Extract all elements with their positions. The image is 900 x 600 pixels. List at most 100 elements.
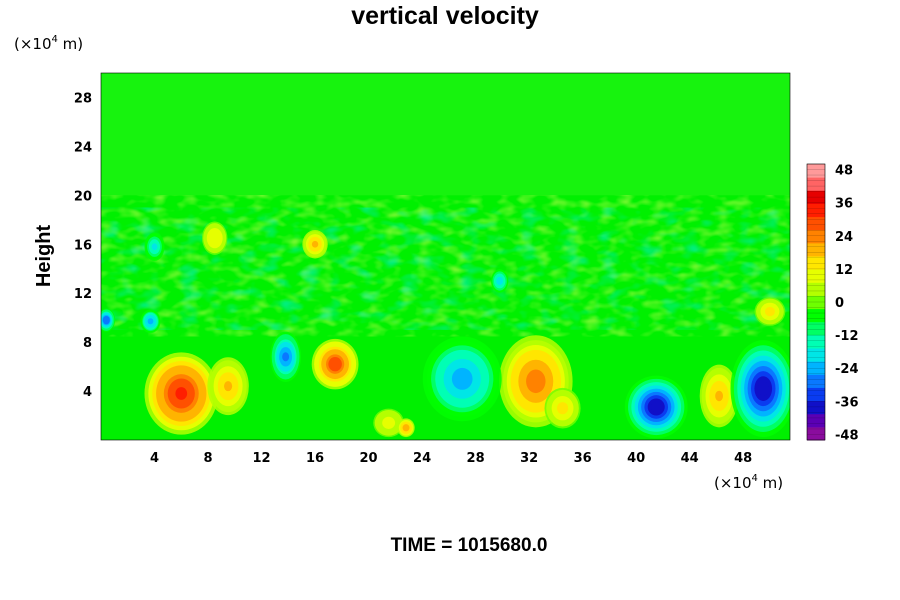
colorbar-tick-label-9: -48 (835, 428, 859, 443)
colorbar-frame (806, 163, 826, 441)
velocity-feature-10 (270, 331, 302, 383)
plot-area (101, 73, 790, 440)
feature-15-contour-9 (103, 317, 110, 324)
velocity-feature-1 (144, 352, 219, 435)
velocity-feature-3 (311, 338, 359, 390)
velocity-feature-19 (490, 269, 509, 293)
colorbar-swatch-20 (807, 177, 825, 191)
feature-5-contour-9 (558, 404, 567, 413)
feature-10-contour-9 (282, 352, 290, 362)
feature-8-contour-9 (650, 401, 662, 413)
upper-wash (101, 73, 790, 196)
x-tick-label-9: 36 (574, 451, 592, 466)
x-tick-label-10: 40 (627, 451, 645, 466)
x-tick-label-3: 12 (252, 451, 270, 466)
colorbar-swatch-17 (807, 216, 825, 231)
colorbar-swatch-10 (807, 308, 825, 323)
chart-title: vertical velocity (351, 2, 539, 30)
colorbar-swatch-9 (807, 321, 825, 336)
velocity-feature-12 (144, 232, 165, 261)
velocity-feature-16 (373, 408, 405, 438)
colorbar-tick-label-7: -24 (835, 362, 859, 377)
colorbar-swatch-21 (807, 164, 825, 178)
feature-13-contour-9 (311, 240, 319, 248)
colorbar-swatch-5 (807, 374, 825, 388)
colorbar-tick-label-5: 0 (835, 296, 844, 311)
feature-6-contour-9 (715, 390, 724, 402)
feature-9-contour-9 (757, 381, 769, 396)
colorbar-swatch-8 (807, 334, 825, 349)
colorbar-tick-label-3: 24 (835, 230, 853, 245)
colorbar-swatch-12 (807, 282, 825, 296)
colorbar-swatch-19 (807, 190, 825, 204)
x-axis-ticks: 4 8 12 16 20 24 28 32 36 40 44 48 (150, 451, 752, 466)
velocity-feature-2 (207, 357, 249, 416)
velocity-feature-14 (202, 221, 228, 255)
y-tick-label-3: 12 (74, 287, 92, 302)
x-tick-label-5: 20 (360, 451, 378, 466)
colorbar-swatch-11 (807, 295, 825, 310)
y-tick-label-6: 24 (74, 140, 92, 155)
x-tick-label-11: 44 (681, 451, 699, 466)
feature-17-contour-9 (403, 424, 409, 431)
x-tick-label-6: 24 (413, 451, 431, 466)
colorbar-swatch-13 (807, 269, 825, 283)
y-axis-unit-label: (×104 m) (14, 34, 83, 53)
feature-7-contour-9 (456, 372, 469, 386)
colorbar-swatch-15 (807, 242, 825, 257)
x-tick-label-1: 4 (150, 451, 159, 466)
velocity-feature-11 (140, 309, 161, 334)
velocity-feature-15 (101, 308, 116, 332)
velocity-feature-7 (422, 336, 502, 422)
colorbar: 48 36 24 12 0 -12 -24 -36 -48 (806, 163, 859, 443)
velocity-feature-13 (302, 230, 328, 259)
velocity-feature-18 (754, 297, 786, 326)
colorbar-swatch-1 (807, 426, 825, 441)
feature-18-contour-9 (766, 308, 774, 315)
turbulence-band (101, 195, 790, 337)
colorbar-tick-label-1: 48 (835, 164, 853, 179)
plot-frame (100, 72, 791, 441)
x-tick-label-7: 28 (467, 451, 485, 466)
colorbar-swatch-14 (807, 256, 825, 270)
x-tick-label-8: 32 (520, 451, 538, 466)
colorbar-swatch-6 (807, 361, 825, 375)
colorbar-tick-label-6: -12 (835, 329, 859, 344)
feature-1-contour-9 (175, 387, 188, 400)
feature-12-contour-9 (151, 243, 158, 251)
colorbar-swatch-7 (807, 348, 825, 362)
colorbar-tick-label-2: 36 (835, 197, 853, 212)
y-tick-label-7: 28 (74, 91, 92, 106)
colorbar-swatch-16 (807, 229, 825, 244)
feature-4-contour-9 (529, 374, 542, 389)
feature-3-contour-9 (330, 359, 340, 369)
y-tick-label-1: 4 (83, 385, 92, 400)
time-annotation: TIME = 1015680.0 (391, 535, 548, 556)
colorbar-swatch-4 (807, 387, 825, 402)
feature-11-contour-9 (147, 318, 154, 325)
velocity-feature-6 (699, 364, 739, 428)
colorbar-tick-label-4: 12 (835, 263, 853, 278)
velocity-features (101, 221, 790, 439)
feature-16-contour-9 (385, 419, 393, 427)
feature-14-contour-9 (211, 234, 218, 242)
velocity-feature-8 (624, 375, 688, 439)
feature-19-contour-9 (496, 277, 503, 285)
y-tick-label-5: 20 (74, 189, 92, 204)
y-axis-title: Height (33, 225, 55, 288)
velocity-feature-17 (397, 418, 415, 438)
velocity-feature-9 (730, 340, 790, 438)
y-axis-ticks: 4 8 12 16 20 24 28 (74, 91, 92, 400)
colorbar-swatch-18 (807, 203, 825, 218)
colorbar-swatch-3 (807, 400, 825, 415)
feature-2-contour-9 (224, 381, 233, 392)
y-tick-label-2: 8 (83, 336, 92, 351)
upper-field (101, 73, 790, 196)
x-tick-label-4: 16 (306, 451, 324, 466)
x-tick-label-12: 48 (734, 451, 752, 466)
y-tick-label-4: 16 (74, 238, 92, 253)
colorbar-tick-label-8: -36 (835, 395, 859, 410)
x-axis-unit-label: (×104 m) (714, 473, 783, 492)
colorbar-swatch-2 (807, 413, 825, 428)
